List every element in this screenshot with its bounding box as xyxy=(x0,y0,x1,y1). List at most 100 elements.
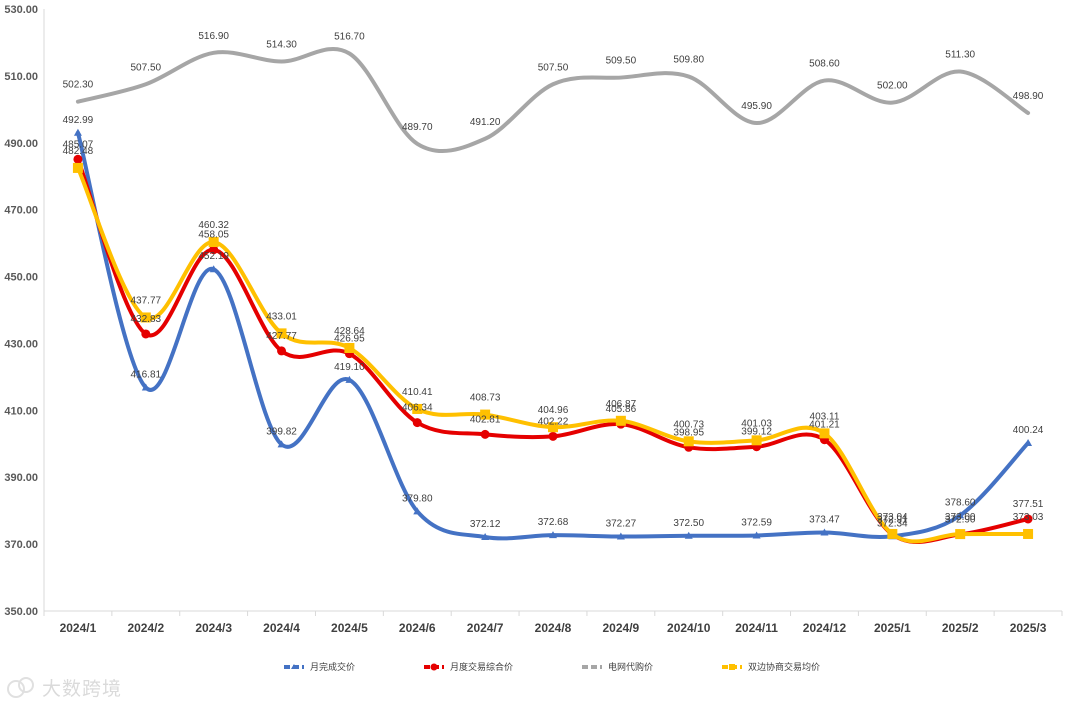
s1-line xyxy=(75,130,1031,541)
s3-data-label: 489.70 xyxy=(402,122,433,133)
s2-marker xyxy=(480,429,490,439)
s4-data-label: 406.87 xyxy=(606,399,637,410)
x-tick-label: 2025/2 xyxy=(942,621,979,635)
s1-data-label: 379.80 xyxy=(402,493,433,504)
s2-data-label: 372.91 xyxy=(877,514,908,525)
s1-marker xyxy=(277,440,286,448)
s2-marker xyxy=(141,329,151,339)
s3-data-label: 495.90 xyxy=(741,101,772,112)
s1-marker xyxy=(820,528,829,536)
s3-data-label: 502.30 xyxy=(63,80,94,91)
x-tick-label: 2024/9 xyxy=(603,621,640,635)
data-labels: 502.30 507.50 516.90 514.30 516.70 489.70 491.… xyxy=(63,31,1044,530)
s4-data-label: 373.03 xyxy=(1013,512,1044,523)
s2-data-label: 458.05 xyxy=(198,230,229,241)
y-tick-label: 410.00 xyxy=(4,405,38,417)
s4-marker xyxy=(1023,528,1034,539)
s1-marker xyxy=(956,511,965,519)
s1-data-label: 372.27 xyxy=(606,519,637,530)
s2-data-label: 405.86 xyxy=(606,404,637,415)
s4-marker xyxy=(412,403,423,414)
s2-legend-marker xyxy=(430,663,438,671)
x-tick-label: 2024/11 xyxy=(735,621,778,635)
s1-marker xyxy=(1024,438,1033,446)
s4-data-label: 373.00 xyxy=(945,512,976,523)
s2-marker xyxy=(209,245,219,255)
s3-data-label: 516.90 xyxy=(198,31,229,42)
s2-data-label: 399.12 xyxy=(741,427,772,438)
y-tick-label: 390.00 xyxy=(4,472,38,484)
s1-marker xyxy=(209,265,218,273)
s2-data-label: 377.51 xyxy=(1013,499,1044,510)
series-lines xyxy=(75,46,1031,544)
s4-data-label: 404.96 xyxy=(538,405,569,416)
s2-data-label: 432.83 xyxy=(131,314,162,325)
s1-marker xyxy=(684,531,693,539)
s3-data-label: 516.70 xyxy=(334,31,365,42)
s1-marker xyxy=(345,375,354,383)
x-tick-label: 2024/2 xyxy=(127,621,164,635)
y-tick-label: 470.00 xyxy=(4,205,38,217)
series-markers xyxy=(72,128,1034,541)
s4-marker xyxy=(887,528,898,539)
s1-data-label: 372.34 xyxy=(877,518,908,529)
s3-line xyxy=(75,46,1031,154)
s1-data-label: 452.19 xyxy=(198,251,229,262)
s4-marker xyxy=(72,162,83,173)
s4-marker xyxy=(955,529,966,540)
s2-marker xyxy=(73,154,83,164)
s2-data-label: 402.22 xyxy=(538,416,569,427)
s2-data-label: 485.07 xyxy=(63,139,94,150)
s1-data-label: 372.12 xyxy=(470,519,501,530)
s4-marker xyxy=(208,237,219,248)
s2-data-label: 427.77 xyxy=(266,331,297,342)
s1-data-label: 372.68 xyxy=(538,517,569,528)
s4-data-label: 437.77 xyxy=(131,295,162,306)
s1-marker xyxy=(549,531,557,539)
x-tick-label: 2024/5 xyxy=(331,621,368,635)
s3-data-label: 509.50 xyxy=(606,56,637,67)
s2-data-label: 401.21 xyxy=(809,420,840,431)
s2-marker xyxy=(412,418,422,428)
x-tick-label: 2024/8 xyxy=(535,621,572,635)
y-tick-label: 490.00 xyxy=(4,138,38,150)
s1-marker xyxy=(413,507,422,515)
s3-data-label: 498.90 xyxy=(1013,91,1044,102)
s4-data-label: 373.04 xyxy=(877,512,908,523)
s1-data-label: 373.47 xyxy=(809,515,840,526)
s1-legend-label: 月完成交价 xyxy=(310,661,355,673)
s2-data-label: 372.90 xyxy=(945,514,976,525)
s1-data-label: 416.81 xyxy=(131,370,162,381)
s1-marker xyxy=(616,532,625,540)
s3-data-label: 514.30 xyxy=(266,40,297,51)
s1-data-label: 372.50 xyxy=(673,518,704,529)
s4-marker xyxy=(140,312,151,323)
s4-data-label: 401.03 xyxy=(741,418,772,429)
s4-data-label: 433.01 xyxy=(266,311,297,322)
s4-data-label: 482.48 xyxy=(63,146,94,157)
s4-data-label: 428.64 xyxy=(334,326,365,337)
s2-marker xyxy=(1023,514,1033,524)
y-tick-label: 430.00 xyxy=(4,338,38,350)
s4-marker xyxy=(548,422,558,433)
s1-legend-marker xyxy=(291,664,297,669)
x-tick-label: 2024/3 xyxy=(195,621,232,635)
s1-data-label: 400.24 xyxy=(1013,425,1044,436)
s2-legend-label: 月度交易综合价 xyxy=(450,661,513,673)
s1-marker xyxy=(481,533,490,541)
s3-data-label: 511.30 xyxy=(945,50,975,61)
s4-marker xyxy=(344,342,355,353)
s4-marker xyxy=(751,435,762,446)
s4-marker xyxy=(276,328,287,339)
x-tick-label: 2024/12 xyxy=(803,621,847,635)
s3-data-label: 502.00 xyxy=(877,81,908,92)
s1-data-label: 399.82 xyxy=(266,426,297,437)
s1-marker xyxy=(752,531,761,539)
s4-marker xyxy=(615,415,626,426)
x-tick-label: 2024/6 xyxy=(399,621,436,635)
s1-data-label: 372.59 xyxy=(741,517,772,528)
x-tick-label: 2024/1 xyxy=(60,621,97,635)
s1-marker xyxy=(73,128,82,136)
s4-marker xyxy=(480,409,491,420)
